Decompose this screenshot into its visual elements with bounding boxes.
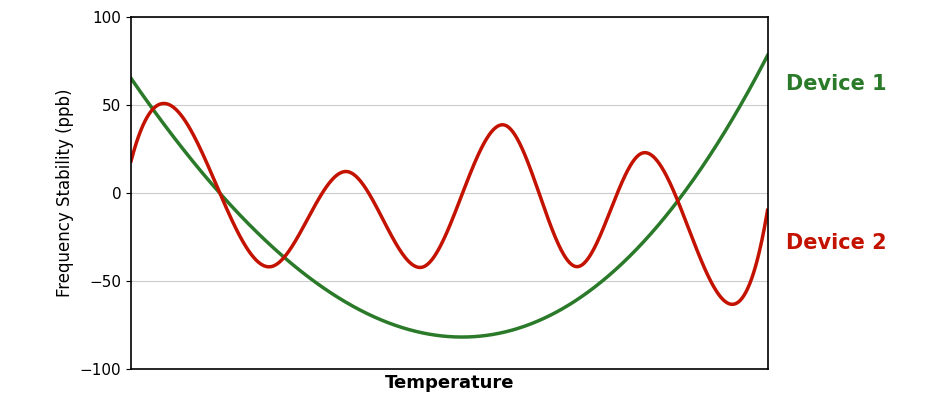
Text: Device 1: Device 1 [786,74,887,94]
Text: Device 2: Device 2 [786,233,887,253]
X-axis label: Temperature: Temperature [385,374,514,392]
Y-axis label: Frequency Stability (ppb): Frequency Stability (ppb) [56,88,74,297]
